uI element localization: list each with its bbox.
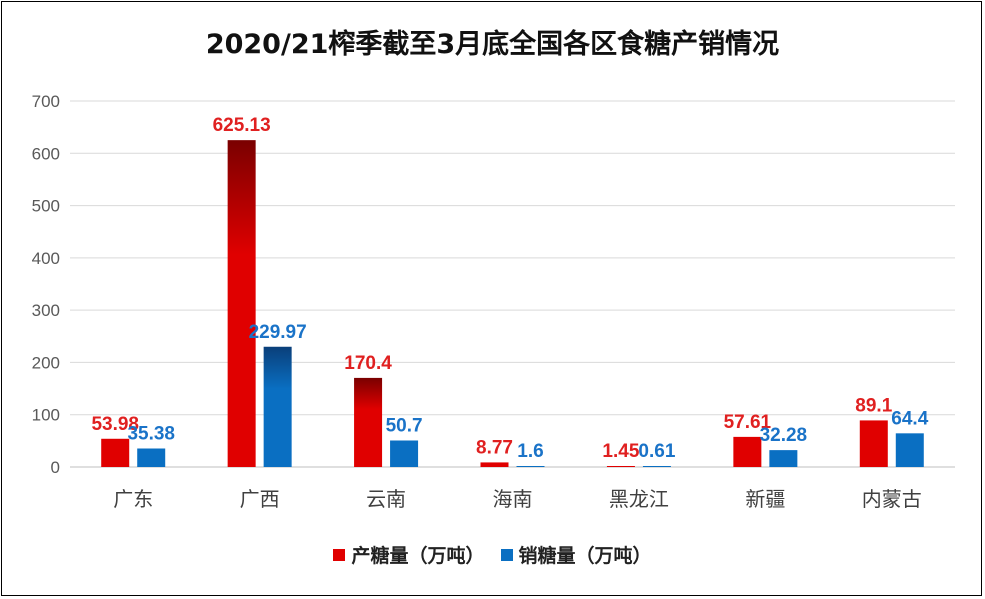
bar-production <box>606 466 635 467</box>
x-category-label: 广东 <box>113 487 153 511</box>
x-category-label: 海南 <box>493 487 533 511</box>
y-tick-label: 300 <box>32 301 60 320</box>
legend-label: 销糖量（万吨） <box>518 545 652 567</box>
y-tick-label: 600 <box>32 144 60 163</box>
y-tick-label: 400 <box>32 249 60 268</box>
x-category-label: 云南 <box>366 487 406 511</box>
data-label: 625.13 <box>213 115 271 136</box>
x-category-label: 广西 <box>240 487 280 511</box>
data-label: 32.28 <box>760 425 808 446</box>
y-tick-label: 100 <box>32 406 60 425</box>
y-tick-label: 200 <box>32 353 60 372</box>
y-tick-label: 0 <box>51 458 60 477</box>
x-category-label: 黑龙江 <box>609 487 669 511</box>
bar-sales <box>390 440 419 467</box>
bar-sales <box>516 466 545 467</box>
legend-item: 产糖量（万吨） <box>333 541 485 568</box>
chart-title: 2020/21榨季截至3月底全国各区食糖产销情况 <box>205 29 780 60</box>
legend-item: 销糖量（万吨） <box>500 541 652 568</box>
bar-production <box>733 436 762 467</box>
data-label: 89.1 <box>855 395 892 416</box>
bar-sales <box>769 450 798 467</box>
x-category-label: 内蒙古 <box>862 487 922 511</box>
y-tick-label: 700 <box>32 92 60 111</box>
bar-sales <box>642 466 671 467</box>
bar-production <box>480 462 509 467</box>
legend-label: 产糖量（万吨） <box>351 545 485 567</box>
data-label: 170.4 <box>344 353 392 374</box>
data-label: 1.6 <box>517 441 543 462</box>
bar-sales <box>137 448 166 467</box>
data-label: 35.38 <box>127 424 175 445</box>
bar-production <box>101 438 130 467</box>
data-label: 229.97 <box>249 322 307 343</box>
data-label: 50.7 <box>386 415 423 436</box>
bar-production <box>859 420 888 467</box>
legend: 产糖量（万吨） 销糖量（万吨） <box>0 541 985 568</box>
data-label: 57.61 <box>724 412 772 433</box>
bar-production <box>227 140 256 468</box>
data-label: 64.4 <box>891 408 928 429</box>
bar-sales <box>895 433 924 467</box>
data-label: 0.61 <box>638 441 675 462</box>
data-label: 53.98 <box>91 414 139 435</box>
bar-production <box>354 377 383 467</box>
legend-swatch <box>333 548 346 561</box>
y-tick-label: 500 <box>32 197 60 216</box>
data-label: 1.45 <box>602 441 639 462</box>
x-category-label: 新疆 <box>745 487 785 511</box>
bar-sales <box>263 346 292 467</box>
data-label: 8.77 <box>476 437 513 458</box>
legend-swatch <box>500 548 513 561</box>
